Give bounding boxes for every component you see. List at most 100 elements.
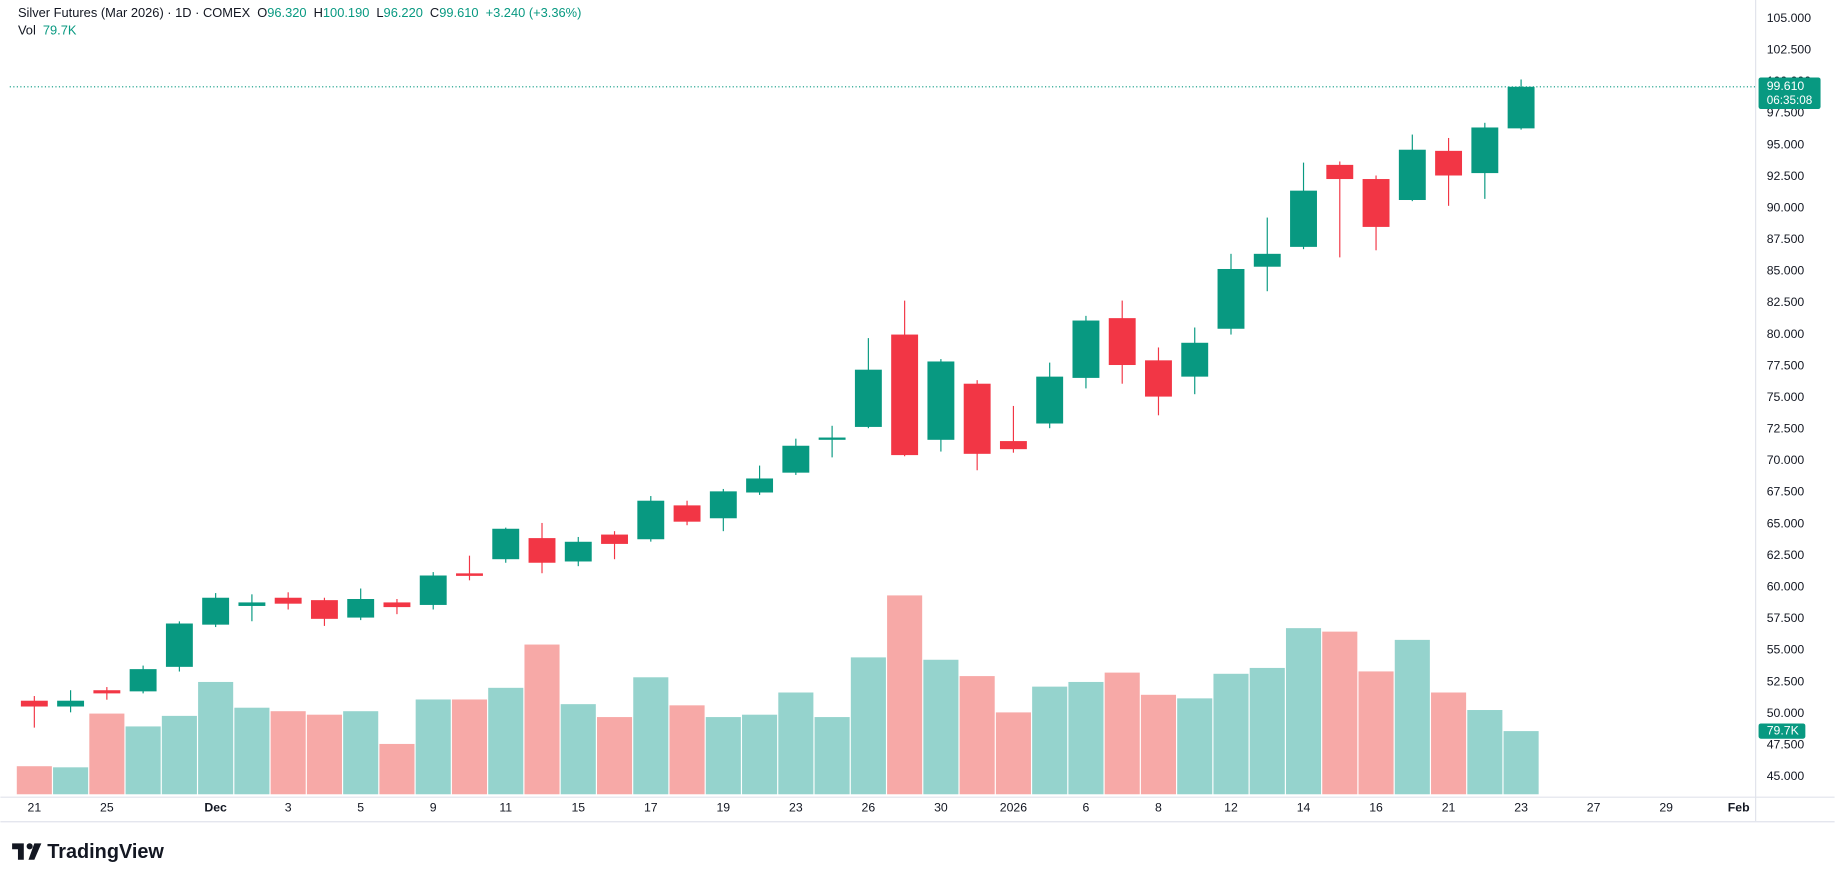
volume-bar [125, 726, 161, 795]
volume-bar [1285, 628, 1322, 795]
volume-bar [814, 717, 850, 795]
candle-body [310, 600, 338, 619]
candle-body [383, 602, 411, 608]
volume-bar [669, 705, 705, 795]
volume-bar [1177, 698, 1213, 795]
volume-bar [1032, 686, 1068, 795]
y-tick-label: 90.000 [1767, 200, 1805, 214]
candle-body [927, 361, 955, 440]
candle-body [564, 541, 592, 562]
y-tick-label: 55.000 [1767, 643, 1805, 657]
y-tick-label: 97.500 [1767, 106, 1805, 120]
candle-body [709, 491, 737, 519]
volume-bar [959, 676, 995, 795]
x-tick-label: 30 [934, 801, 948, 815]
candle-body [1036, 376, 1064, 424]
y-tick-label: 60.000 [1767, 580, 1805, 594]
x-tick-label: 14 [1297, 801, 1311, 815]
volume-bar [270, 711, 306, 795]
candle-body [673, 505, 701, 522]
x-tick-label: 3 [285, 801, 292, 815]
volume-bar [451, 699, 488, 795]
volume-bar [596, 717, 633, 795]
candle-body [854, 369, 882, 427]
x-tick-label: 19 [716, 801, 730, 815]
y-tick-label: 45.000 [1767, 769, 1805, 783]
volume-bar [89, 713, 125, 795]
logo-icon [12, 843, 42, 860]
volume-bar [1249, 667, 1285, 795]
legend-key: O [257, 5, 267, 20]
volume-bar [887, 595, 923, 795]
volume-bar [633, 677, 669, 795]
candle-body [165, 623, 193, 667]
legend-key: C [430, 5, 439, 20]
volume-bar [1322, 631, 1358, 795]
y-tick-label: 87.500 [1767, 232, 1805, 246]
x-tick-label: 23 [789, 801, 803, 815]
y-tick-label: 62.500 [1767, 548, 1805, 562]
y-tick-label: 80.000 [1767, 327, 1805, 341]
x-tick-label: 15 [571, 801, 585, 815]
x-tick-label: 12 [1224, 801, 1238, 815]
y-tick-label: 65.000 [1767, 516, 1805, 530]
x-tick-label: 26 [862, 801, 876, 815]
volume-bar [379, 743, 415, 795]
x-tick-label: Dec [204, 801, 227, 815]
volume-bar [1431, 692, 1467, 795]
legend-key: L [376, 5, 383, 20]
volume-name: Vol [18, 23, 36, 38]
candle-body [1108, 318, 1136, 366]
candle-body [456, 573, 483, 576]
y-tick-label: 70.000 [1767, 453, 1805, 467]
candle-body [528, 538, 556, 563]
candle-body [1326, 164, 1354, 180]
candle-body [57, 700, 85, 707]
volume-legend: Vol 79.7K [18, 23, 77, 38]
y-tick-label: 50.000 [1767, 706, 1805, 720]
volume-bar [850, 657, 886, 795]
candle-body [1362, 179, 1390, 227]
candle-body [1145, 360, 1172, 397]
countdown-label: 06:35:08 [1767, 94, 1813, 107]
candle-body [637, 500, 665, 540]
candle-body [492, 528, 520, 560]
x-tick-label: Feb [1728, 801, 1750, 815]
y-tick-label: 57.500 [1767, 611, 1805, 625]
volume-bar [16, 766, 52, 795]
y-tick-label: 82.500 [1767, 295, 1805, 309]
y-tick-label: 105.000 [1767, 11, 1812, 25]
y-tick-label: 52.500 [1767, 674, 1805, 688]
y-tick-label: 95.000 [1767, 137, 1805, 151]
legend-title: Silver Futures (Mar 2026) · 1D · COMEX [18, 5, 251, 20]
candle-body [238, 602, 266, 606]
y-tick-label: 77.500 [1767, 358, 1805, 372]
candle-body [1072, 320, 1100, 378]
x-tick-label: 5 [357, 801, 364, 815]
volume-bar [560, 704, 596, 795]
volume-bar [53, 767, 89, 795]
legend-value: 96.320 [267, 5, 306, 20]
y-tick-label: 75.000 [1767, 390, 1805, 404]
x-tick-label: 21 [1442, 801, 1456, 815]
candle-body [782, 445, 810, 473]
legend-value: 100.190 [323, 5, 369, 20]
volume-tag [1758, 723, 1806, 739]
candle-body [1290, 190, 1317, 247]
candle-body [1398, 149, 1426, 201]
legend-key: H [314, 5, 323, 20]
y-tick-label: 47.500 [1767, 737, 1805, 751]
legend: Silver Futures (Mar 2026) · 1D · COMEX O9… [18, 5, 581, 20]
volume-bar [1104, 672, 1140, 795]
x-tick-label: 23 [1514, 801, 1528, 815]
last-price-label: 99.610 [1767, 79, 1805, 93]
y-tick-label: 92.500 [1767, 169, 1805, 183]
volume-bar [488, 687, 524, 795]
volume-bar [161, 715, 197, 795]
candle-body [129, 669, 157, 692]
y-tick-label: 72.500 [1767, 422, 1805, 436]
x-tick-label: 29 [1659, 801, 1673, 815]
volume-bar [778, 692, 814, 795]
